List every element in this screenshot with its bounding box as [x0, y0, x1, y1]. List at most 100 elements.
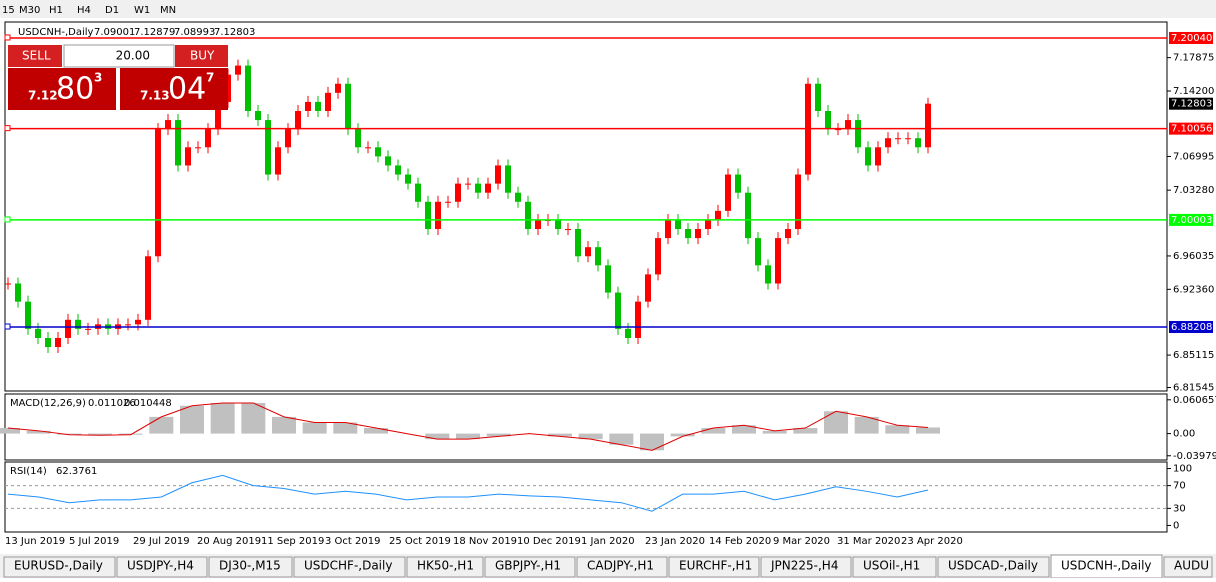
candle-body	[735, 174, 741, 193]
y-tick-label: 70	[1173, 481, 1186, 492]
sell-button[interactable]	[8, 45, 62, 67]
y-tick-label: -0.039792	[1173, 451, 1216, 462]
y-tick-label: 0	[1173, 520, 1179, 531]
tab[interactable]	[293, 556, 406, 578]
tab-label[interactable]: GBPJPY-,H1	[495, 559, 561, 573]
candle-body	[535, 219, 541, 230]
tab-label[interactable]: DJ30-,M15	[219, 559, 281, 573]
macd-bar	[732, 425, 756, 434]
tab[interactable]	[937, 556, 1050, 578]
buy-label[interactable]: BUY	[190, 49, 215, 63]
candle-body	[555, 219, 561, 230]
lot-value[interactable]: 20.00	[116, 49, 150, 63]
tab[interactable]	[1163, 556, 1213, 578]
candle-body	[585, 247, 591, 257]
candle-body	[815, 83, 821, 111]
date-label: 5 Jul 2019	[69, 536, 119, 547]
date-label: 20 Aug 2019	[197, 536, 261, 547]
candle-body	[675, 219, 681, 230]
candle-body	[235, 65, 241, 75]
tab-label[interactable]: JPN225-,H4	[770, 559, 838, 573]
date-label: 9 Mar 2020	[773, 536, 830, 547]
timeframe[interactable]: 15	[2, 5, 15, 16]
level-label-bg	[1169, 122, 1213, 135]
tab-label[interactable]: USDCAD-,Daily	[948, 559, 1038, 573]
candle-body	[875, 147, 881, 166]
candle-body	[725, 174, 731, 211]
ask-box[interactable]	[120, 68, 228, 110]
ohlc-value: 7.09001	[94, 27, 135, 38]
date-label: 18 Nov 2019	[453, 536, 517, 547]
tab[interactable]	[406, 556, 484, 578]
tab-label[interactable]: HK50-,H1	[417, 559, 474, 573]
lot-field[interactable]	[63, 44, 175, 68]
level-label: 7.20040	[1171, 33, 1212, 44]
tab[interactable]	[760, 556, 852, 578]
candle-body	[505, 165, 511, 193]
candle-body	[665, 219, 671, 239]
date-label: 23 Jan 2020	[645, 536, 705, 547]
candle-body	[175, 120, 181, 166]
level-label: 7.00003	[1171, 215, 1212, 226]
tab[interactable]	[852, 556, 937, 578]
timeframe[interactable]: H1	[49, 5, 63, 16]
rsi-name: RSI(14)	[10, 466, 47, 477]
date-label: 29 Jul 2019	[133, 536, 190, 547]
macd-pane	[4, 393, 1168, 461]
candle-body	[475, 183, 481, 193]
tab-label[interactable]: EURUSD-,Daily	[14, 559, 103, 573]
y-tick-label: 30	[1173, 503, 1186, 514]
level-label-bg	[1169, 31, 1213, 44]
candle-body	[445, 201, 451, 203]
rsi-line	[7, 474, 929, 512]
level-label-bg	[1169, 213, 1213, 226]
buy-button[interactable]	[175, 45, 228, 67]
macd-bar	[548, 433, 572, 437]
timeframe[interactable]: D1	[105, 5, 119, 16]
macd-bar	[701, 428, 726, 434]
level-marker	[4, 323, 11, 330]
y-tick-label: 0.060657	[1173, 395, 1216, 406]
timeframe[interactable]: M30	[19, 5, 40, 16]
y-tick-label: 100	[1173, 464, 1192, 475]
tab[interactable]	[116, 556, 208, 578]
macd-bar	[916, 427, 940, 434]
sell-label[interactable]: SELL	[22, 49, 51, 63]
candle-body	[595, 247, 601, 266]
macd-bar	[640, 433, 664, 451]
timeframe[interactable]: W1	[134, 5, 150, 16]
tab-label[interactable]: AUDU	[1174, 559, 1209, 573]
tab-label[interactable]: EURCHF-,H1	[679, 559, 752, 573]
tab[interactable]	[208, 556, 293, 578]
candle-body	[205, 129, 211, 148]
tab[interactable]	[3, 556, 116, 578]
candle-body	[65, 319, 71, 338]
macd-bar	[272, 416, 296, 434]
tab-label[interactable]: USDCHF-,Daily	[304, 559, 392, 573]
symbol: USDCNH-,Daily	[18, 27, 94, 38]
ask-fraction: 7	[206, 71, 214, 85]
candle-body	[265, 120, 271, 175]
tab-label[interactable]: USDJPY-,H4	[127, 559, 194, 573]
timeframe[interactable]: H4	[77, 5, 91, 16]
tab[interactable]	[576, 556, 668, 578]
y-tick-label: 6.92360	[1173, 284, 1214, 295]
date-label: 10 Dec 2019	[517, 536, 581, 547]
tab[interactable]	[484, 556, 576, 578]
macd-bar	[762, 430, 787, 434]
candle-body	[825, 110, 831, 130]
candle-body	[765, 265, 771, 284]
candle-body	[255, 110, 261, 121]
tab[interactable]	[668, 556, 760, 578]
candle-body	[125, 324, 131, 326]
candle-body	[165, 120, 171, 130]
bid-box[interactable]	[8, 68, 116, 110]
candle-body	[635, 301, 641, 338]
y-tick-label: 6.96035	[1173, 251, 1214, 262]
candle-body	[575, 229, 581, 257]
tab-label[interactable]: CADJPY-,H1	[587, 559, 654, 573]
tab-label[interactable]: USDCNH-,Daily	[1061, 559, 1152, 573]
timeframe[interactable]: MN	[160, 5, 176, 16]
tab-label[interactable]: USOil-,H1	[863, 559, 920, 573]
